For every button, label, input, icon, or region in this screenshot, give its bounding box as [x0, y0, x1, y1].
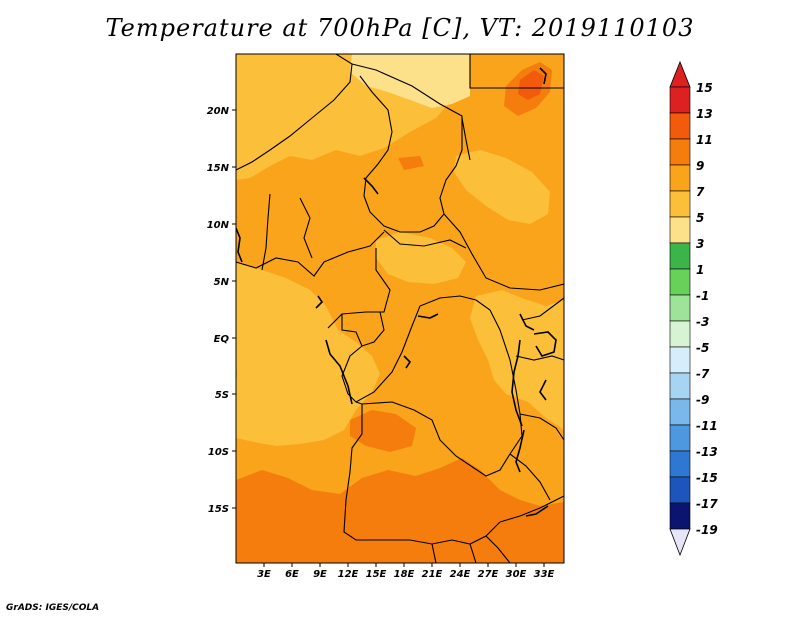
colorbar-swatch: [669, 476, 691, 504]
colorbar-label: -9: [696, 393, 709, 407]
colorbar-label: -3: [696, 315, 709, 329]
grads-credit: GrADS: IGES/COLA: [6, 603, 100, 613]
lon-label-33e: 33E: [534, 569, 555, 580]
lat-label-15n: 15N: [207, 163, 230, 174]
colorbar-label: 11: [696, 133, 713, 147]
colorbar-swatch: [669, 398, 691, 426]
coastlines-and-lakes: [236, 67, 557, 517]
colorbar-label: -15: [696, 471, 718, 485]
colorbar-label: 3: [696, 237, 704, 251]
map-frame: [235, 53, 565, 564]
colorbar-swatch: [669, 294, 691, 322]
lat-label-10n: 10N: [207, 220, 230, 231]
colorbar-label: 9: [696, 159, 704, 173]
colorbar-label: -1: [696, 289, 709, 303]
lat-label-15s: 15S: [208, 504, 229, 515]
colorbar-swatch: [669, 502, 691, 530]
colorbar-swatch: [669, 112, 691, 140]
colorbar-label: -7: [696, 367, 710, 381]
lon-label-12e: 12E: [338, 569, 359, 580]
colorbar-label: -11: [696, 419, 718, 433]
colorbar-swatch: [669, 268, 691, 296]
colorbar-swatch: [669, 190, 691, 218]
lat-label-5s: 5S: [215, 390, 229, 401]
colorbar-label: -19: [696, 523, 718, 537]
colorbar-label: 13: [696, 107, 713, 121]
country-borders: [236, 54, 564, 563]
colorbar-swatch: [669, 450, 691, 478]
temperature-band-11-13-southcentral: [350, 410, 416, 452]
colorbar-swatch: [669, 320, 691, 348]
colorbar-swatch: [669, 242, 691, 270]
lon-label-27e: 27E: [478, 569, 499, 580]
colorbar-swatch: [669, 216, 691, 244]
colorbar-swatch: [669, 138, 691, 166]
colorbar-swatch: [669, 346, 691, 374]
lon-label-3e: 3E: [257, 569, 271, 580]
lon-label-21e: 21E: [422, 569, 443, 580]
colorbar-swatch: [669, 86, 691, 114]
colorbar-label: 15: [696, 81, 713, 95]
lon-label-15e: 15E: [366, 569, 387, 580]
lat-label-10s: 10S: [208, 447, 229, 458]
lon-label-9e: 9E: [313, 569, 327, 580]
temperature-field: [236, 54, 564, 563]
colorbar-label: -17: [696, 497, 718, 511]
lat-label-20n: 20N: [207, 106, 230, 117]
colorbar-label: -5: [696, 341, 709, 355]
lon-label-24e: 24E: [450, 569, 471, 580]
map-title: Temperature at 700hPa [C], VT: 201911010…: [105, 14, 695, 42]
temperature-band-11-13-south: [236, 458, 564, 563]
longitude-axis: 3E 6E 9E 12E 15E 18E 21E 24E 27E 30E 33E: [257, 563, 555, 580]
colorbar-top-arrow: [669, 60, 691, 88]
temperature-band-7-9-west: [236, 262, 380, 446]
latitude-axis: 20N 15N 10N 5N EQ 5S 10S 15S: [207, 106, 236, 515]
colorbar-label: 7: [696, 185, 705, 199]
colorbar-label: -13: [696, 445, 718, 459]
temperature-band-7-9-northeast: [454, 150, 550, 224]
lat-label-eq: EQ: [214, 334, 230, 345]
colorbar-swatch: [669, 372, 691, 400]
colorbar-label: 5: [696, 211, 704, 225]
lon-label-18e: 18E: [394, 569, 415, 580]
colorbar-bottom-arrow: [669, 528, 691, 557]
temperature-band-13-15: [518, 70, 544, 100]
colorbar-swatch: [669, 424, 691, 452]
colorbar-swatch: [669, 164, 691, 192]
lon-label-6e: 6E: [285, 569, 299, 580]
lat-label-5n: 5N: [214, 277, 230, 288]
temperature-band-7-9-central: [376, 232, 466, 284]
temperature-band-5-7: [350, 54, 470, 108]
lon-label-30e: 30E: [506, 569, 527, 580]
colorbar-label: 1: [696, 263, 704, 277]
temperature-band-11-13-patch: [398, 156, 424, 170]
colorbar: 15 13 11 9 7 5 3 1 -1 -3 -5 -7 -9 -11 -1…: [669, 60, 718, 557]
